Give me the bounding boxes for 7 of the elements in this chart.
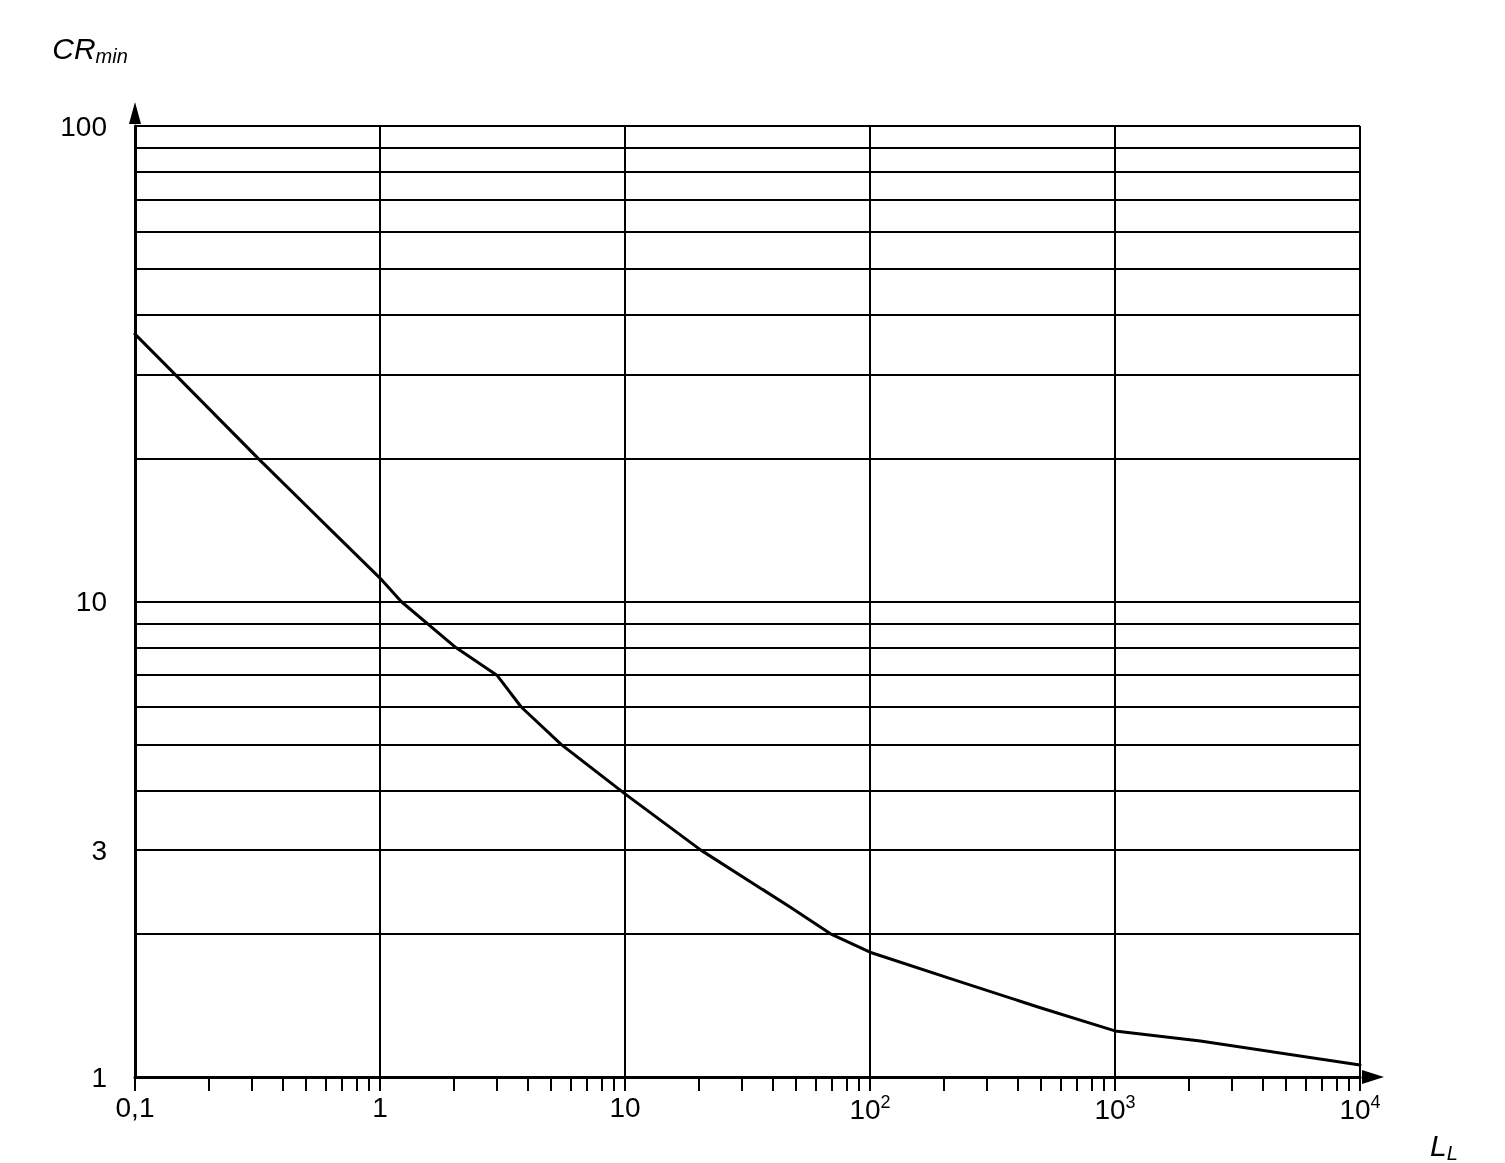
x-tick-label: 0,1: [115, 1091, 155, 1123]
x-tick-label: 10: [609, 1091, 641, 1123]
y-tick-label: 3: [91, 834, 107, 866]
x-tick-label: 1: [372, 1091, 388, 1123]
y-tick-label: 1: [91, 1061, 107, 1093]
y-tick-label: 10: [75, 586, 107, 617]
y-tick-label: 100: [60, 110, 107, 142]
